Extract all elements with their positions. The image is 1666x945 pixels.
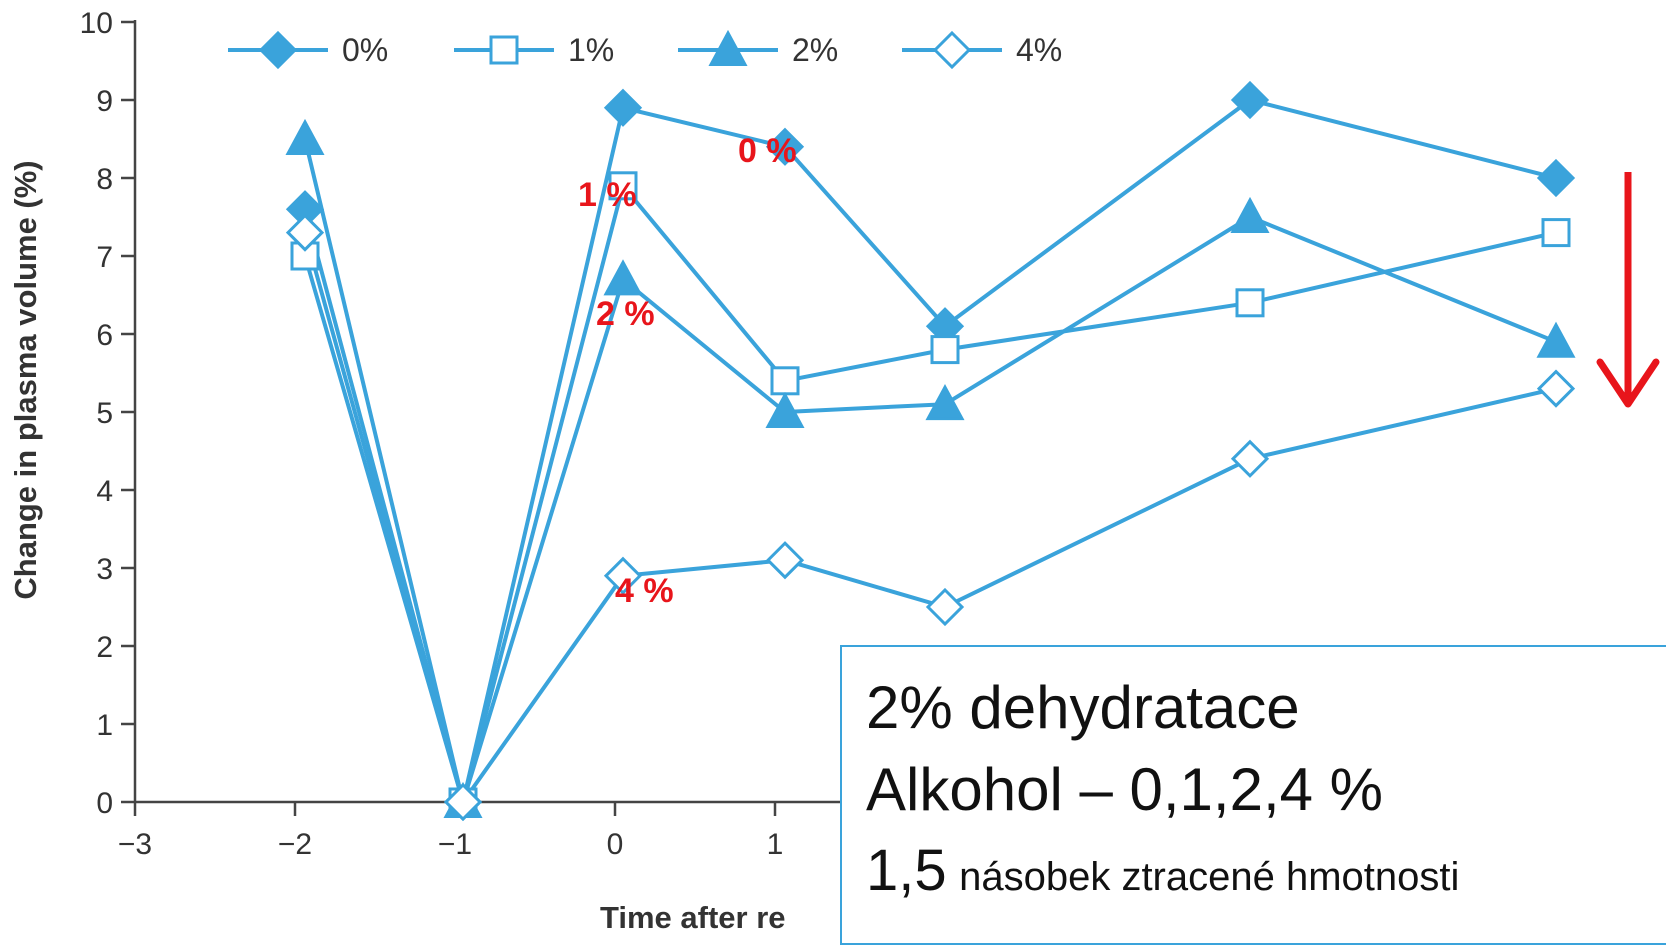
data-point-series-2 — [925, 384, 965, 421]
x-axis-title: Time after re — [600, 900, 786, 935]
data-point-series-0 — [765, 127, 805, 166]
y-axis-ticks: 0 1 2 3 4 5 6 7 8 9 10 — [80, 7, 135, 820]
annotation-0-percent: 0 % — [738, 132, 797, 170]
data-point-series-3 — [1536, 369, 1576, 408]
data-point-series-1 — [1541, 218, 1571, 248]
data-point-series-3 — [443, 782, 483, 822]
x-tick-label: −1 — [438, 828, 472, 861]
y-tick-label: 7 — [96, 241, 113, 274]
info-box: 2% dehydratace Alkohol – 0,1,2,4 % 1,5 n… — [840, 645, 1666, 945]
y-tick-label: 5 — [96, 397, 113, 430]
y-tick-label: 0 — [96, 787, 113, 820]
y-tick-label: 9 — [96, 85, 113, 118]
data-point-series-3 — [1230, 439, 1270, 478]
x-tick-label: −3 — [118, 828, 152, 861]
series-markers — [285, 80, 1576, 822]
data-point-series-2 — [285, 118, 325, 155]
legend-label: 4% — [1016, 32, 1062, 68]
data-point-series-2 — [1536, 321, 1576, 358]
data-point-series-3 — [285, 213, 325, 252]
info-ratio-text: násobek ztracené hmotnosti — [959, 855, 1460, 899]
legend-marker — [932, 30, 972, 70]
x-tick-label: 1 — [767, 828, 784, 861]
data-point-series-3 — [925, 587, 965, 627]
data-point-series-0 — [1536, 158, 1576, 198]
data-point-series-1 — [1235, 288, 1265, 318]
y-tick-label: 1 — [96, 709, 113, 742]
data-point-series-0 — [1230, 80, 1270, 120]
annotation-4-percent: 4 % — [615, 572, 674, 610]
y-tick-label: 2 — [96, 631, 113, 664]
legend-label: 1% — [568, 32, 614, 68]
data-point-series-3 — [765, 541, 805, 580]
y-tick-label: 3 — [96, 553, 113, 586]
legend-marker — [258, 30, 298, 70]
chart-legend: 0% 1% 2% 4% — [228, 29, 1062, 70]
info-line-alcohol: Alkohol – 0,1,2,4 % — [866, 756, 1384, 823]
y-tick-label: 8 — [96, 163, 113, 196]
legend-marker — [489, 35, 519, 65]
down-arrow-icon — [1596, 172, 1660, 408]
annotation-2-percent: 2 % — [596, 295, 655, 333]
legend-marker — [708, 29, 748, 66]
data-point-series-1 — [770, 366, 800, 396]
y-tick-label: 4 — [96, 475, 113, 508]
info-ratio-value: 1,5 — [866, 838, 947, 903]
data-point-series-1 — [930, 335, 960, 365]
data-point-series-3 — [603, 556, 643, 595]
y-tick-label: 10 — [80, 7, 113, 40]
legend-label: 2% — [792, 32, 838, 68]
data-point-series-2 — [765, 391, 805, 428]
legend-label: 0% — [342, 32, 388, 68]
data-point-series-1 — [608, 171, 638, 201]
info-line-dehydration: 2% dehydratace — [866, 674, 1300, 741]
x-tick-label: 0 — [607, 828, 624, 861]
y-tick-label: 6 — [96, 319, 113, 352]
x-axis-ticks: −3 −2 −1 0 1 — [118, 802, 783, 861]
data-point-series-2 — [603, 259, 643, 296]
x-tick-label: −2 — [278, 828, 312, 861]
data-point-series-2 — [1230, 196, 1270, 233]
annotation-1-percent: 1 % — [578, 176, 637, 214]
info-line-ratio: 1,5 násobek ztracené hmotnosti — [866, 837, 1666, 904]
data-point-series-0 — [603, 88, 643, 127]
y-axis-title: Change in plasma volume (%) — [8, 160, 43, 599]
